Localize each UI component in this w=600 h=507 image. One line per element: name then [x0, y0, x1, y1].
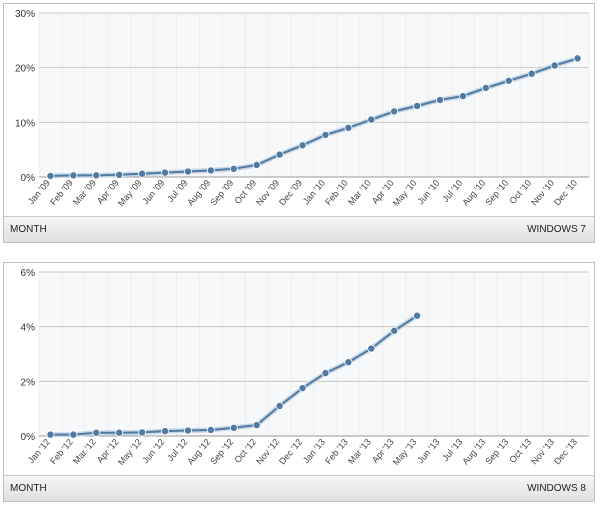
chart-frame: [3, 3, 595, 243]
data-point[interactable]: [69, 171, 78, 180]
x-tick-label: Dec '09: [277, 178, 304, 208]
x-tick-label: Mar '10: [346, 178, 373, 207]
x-tick-label: Aug '12: [185, 437, 212, 467]
data-point[interactable]: [275, 401, 284, 410]
data-point[interactable]: [573, 54, 582, 63]
data-point[interactable]: [504, 76, 513, 85]
x-tick-label: Dec '13: [552, 437, 579, 467]
data-point[interactable]: [92, 171, 101, 180]
x-tick-label: Aug '13: [460, 437, 487, 467]
x-tick-label: Mar '12: [71, 437, 98, 466]
data-point[interactable]: [550, 61, 559, 70]
x-axis-title: MONTH: [10, 224, 47, 235]
data-point[interactable]: [138, 428, 147, 437]
x-tick-label: Sep '13: [483, 437, 510, 467]
y-tick-label: 20%: [15, 64, 35, 75]
x-tick-label: Jun '12: [140, 437, 166, 465]
x-tick-label: Jun '10: [415, 178, 441, 206]
y-tick-label: 30%: [15, 9, 35, 20]
data-point[interactable]: [161, 168, 170, 177]
data-point[interactable]: [161, 427, 170, 436]
y-tick-label: 10%: [15, 118, 35, 129]
x-tick-label: Dec '12: [277, 437, 304, 467]
x-tick-label: Nov '10: [529, 178, 556, 208]
chart-frame: [3, 262, 595, 502]
x-tick-label: Aug '10: [460, 178, 487, 208]
y-tick-label: 4%: [21, 323, 36, 334]
data-point[interactable]: [527, 69, 536, 78]
data-point[interactable]: [390, 107, 399, 116]
data-point[interactable]: [229, 423, 238, 432]
data-point[interactable]: [390, 326, 399, 335]
chart-footer: MONTH WINDOWS 7: [4, 216, 594, 242]
x-tick-label: May '13: [391, 437, 419, 467]
x-tick-label: Jun '13: [415, 437, 441, 465]
data-point[interactable]: [183, 167, 192, 176]
data-point[interactable]: [344, 123, 353, 132]
chart-footer: MONTH WINDOWS 8: [4, 475, 594, 501]
x-tick-label: Feb '10: [323, 178, 350, 207]
data-point[interactable]: [183, 426, 192, 435]
x-tick-label: Feb '13: [323, 437, 350, 466]
data-point[interactable]: [115, 428, 124, 437]
data-point[interactable]: [321, 369, 330, 378]
series-title: WINDOWS 7: [527, 224, 586, 235]
data-point[interactable]: [46, 430, 55, 439]
data-point[interactable]: [367, 115, 376, 124]
x-tick-label: May '10: [391, 178, 419, 208]
data-point[interactable]: [252, 421, 261, 430]
x-tick-label: Jun '09: [140, 178, 166, 206]
x-tick-label: Sep '10: [483, 178, 510, 208]
y-tick-label: 0%: [21, 173, 36, 184]
data-point[interactable]: [481, 83, 490, 92]
x-tick-label: Dec '10: [552, 178, 579, 208]
data-point[interactable]: [298, 384, 307, 393]
y-tick-label: 0%: [21, 432, 36, 443]
data-point[interactable]: [413, 101, 422, 110]
data-point[interactable]: [298, 141, 307, 150]
y-tick-label: 2%: [21, 377, 36, 388]
x-tick-label: Sep '09: [208, 178, 235, 208]
data-point[interactable]: [344, 358, 353, 367]
x-tick-label: Jan '13: [301, 437, 327, 465]
x-tick-label: Feb '09: [48, 178, 75, 207]
data-point[interactable]: [321, 130, 330, 139]
x-tick-label: Mar '09: [71, 178, 98, 207]
x-tick-label: Sep '12: [208, 437, 235, 467]
data-point[interactable]: [436, 95, 445, 104]
x-tick-label: Feb '12: [48, 437, 75, 466]
x-tick-label: May '09: [116, 178, 144, 208]
x-tick-label: Mar '13: [346, 437, 373, 466]
x-tick-label: Nov '13: [529, 437, 556, 467]
data-point[interactable]: [275, 150, 284, 159]
x-axis-title: MONTH: [10, 483, 47, 494]
data-point[interactable]: [367, 344, 376, 353]
series-title: WINDOWS 8: [527, 483, 586, 494]
x-tick-label: Jan '10: [301, 178, 327, 206]
x-tick-label: Nov '09: [254, 178, 281, 208]
windows7-chart-panel: 0% 10% 20% 30% Jan '09 Feb '09 Mar '09 Apr '09 M…: [3, 3, 595, 243]
data-point[interactable]: [206, 425, 215, 434]
y-tick-label: 6%: [21, 268, 36, 279]
windows8-chart-panel: 0% 2% 4% 6% Jan '12 Feb '12 Mar '12 Apr '12 May …: [3, 262, 595, 502]
data-point[interactable]: [413, 311, 422, 320]
data-point[interactable]: [138, 169, 147, 178]
data-point[interactable]: [229, 164, 238, 173]
data-point[interactable]: [46, 171, 55, 180]
data-point[interactable]: [252, 160, 261, 169]
data-point[interactable]: [115, 170, 124, 179]
data-point[interactable]: [69, 430, 78, 439]
data-point[interactable]: [458, 92, 467, 101]
data-point[interactable]: [92, 428, 101, 437]
x-tick-label: Nov '12: [254, 437, 281, 467]
data-point[interactable]: [206, 166, 215, 175]
x-tick-label: Aug '09: [185, 178, 212, 208]
x-tick-label: May '12: [116, 437, 144, 467]
